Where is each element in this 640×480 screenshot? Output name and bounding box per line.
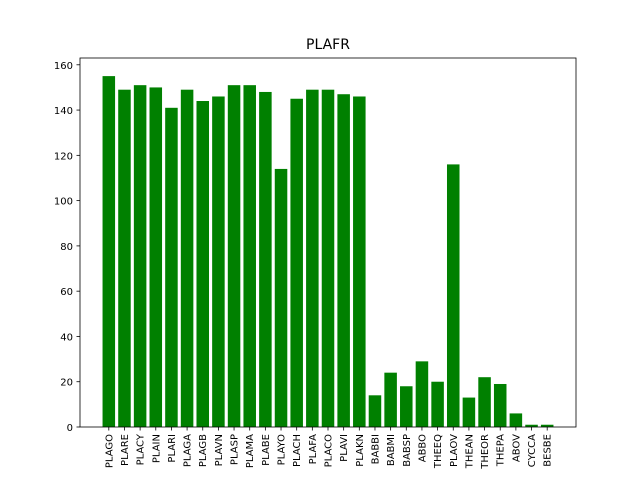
y-ticks-group: 0 20 40 60 80 100 120 140 160 [54,61,80,434]
bar-plain [149,87,163,428]
x-tick-label-plari: PLARI [167,434,178,463]
y-tick-label: 100 [54,197,73,208]
y-tick-label: 20 [60,378,73,389]
x-tick-label-plavi: PLAVI [339,434,350,462]
bar-plakn [353,96,366,427]
y-tick-label: 160 [54,61,73,72]
bar-plama [243,85,256,427]
bar-plasp [227,85,241,427]
bar-theor [478,377,491,427]
x-tick-label-thepa: THEPA [496,434,507,467]
x-tick-label-plama: PLAMA [245,434,256,468]
bar-plari [165,107,178,427]
x-ticks-group: PLAGO PLARE PLACY PLAIN PLARI PLAGA PLAGB PLAVN… [104,427,554,470]
bar-plagb [196,101,210,427]
y-tick-label: 40 [60,332,73,343]
bar-abov [509,413,523,427]
bar-cycca [525,424,538,427]
bar-plaga [180,89,194,428]
x-tick-label-plago: PLAGO [104,434,115,468]
x-tick-label-plain: PLAIN [151,434,162,463]
bar-placo [321,89,335,428]
x-tick-label-plabe: PLABE [261,434,272,466]
x-tick-label-plagb: PLAGB [198,434,209,467]
bar-plabe [259,91,272,427]
bar-babmi [384,372,397,427]
x-tick-label-plasp: PLASP [230,434,241,465]
x-tick-label-plaga: PLAGA [183,434,194,467]
chart-title: PLAFR [306,37,350,53]
x-tick-label-abov: ABOV [511,434,522,462]
bar-plare [118,89,131,428]
bar-plavn [212,96,225,427]
y-tick-label: 60 [60,287,73,298]
x-tick-label-plafa: PLAFA [308,434,319,465]
x-tick-label-placy: PLACY [136,433,147,465]
y-tick-label: 140 [54,106,73,117]
bar-plago [102,76,116,428]
bar-thepa [493,383,507,427]
x-tick-label-besbe: BESBE [543,434,554,467]
x-tick-label-plare: PLARE [120,434,131,466]
bar-besbe [540,424,554,427]
x-tick-label-babsp: BABSP [402,434,413,467]
x-tick-label-babbi: BABBI [370,434,381,464]
y-tick-label: 0 [67,423,73,434]
x-tick-label-thean: THEAN [464,434,475,469]
bar-plafa [306,89,319,428]
bars-group [102,76,554,428]
bar-plach [290,98,303,427]
bar-babsp [400,386,413,427]
bar-playo [274,168,288,427]
x-tick-label-theeq: THEEQ [433,434,444,469]
bar-thean [462,397,476,427]
bar-placy [133,85,147,427]
bar-plavi [337,94,350,427]
x-tick-label-plavn: PLAVN [214,434,225,466]
bar-plaov [446,164,460,427]
x-tick-label-theor: THEOR [480,434,491,470]
x-tick-label-cycca: CYCCA [527,434,538,467]
y-tick-label: 120 [54,151,73,162]
x-tick-label-babmi: BABMI [386,434,397,466]
x-tick-label-plaov: PLAOV [449,434,460,467]
x-tick-label-abbo: ABBO [417,434,428,462]
x-tick-label-plakn: PLAKN [355,434,366,467]
bar-babbi [368,395,382,427]
x-tick-label-plach: PLACH [292,434,303,467]
bar-abbo [415,361,429,427]
y-tick-label: 80 [60,242,73,253]
bar-theeq [431,381,444,427]
x-tick-label-placo: PLACO [324,434,335,467]
x-tick-label-playo: PLAYO [277,434,288,465]
